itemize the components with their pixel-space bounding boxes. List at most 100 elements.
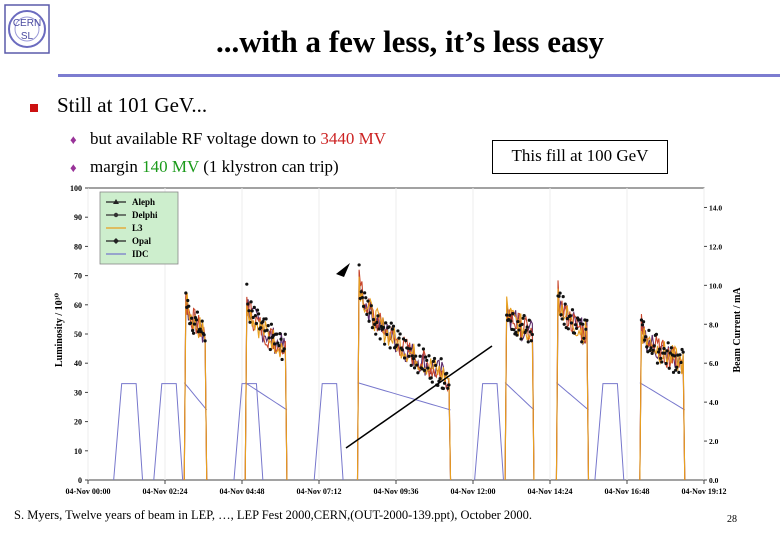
luminosity-marker — [522, 314, 526, 318]
luminosity-marker — [565, 317, 569, 321]
luminosity-marker — [401, 337, 406, 341]
y2-tick-label: 4.0 — [709, 398, 719, 407]
luminosity-line — [639, 327, 686, 481]
luminosity-marker — [641, 320, 646, 324]
luminosity-marker — [364, 296, 368, 300]
luminosity-marker — [425, 358, 429, 362]
legend-label: Opal — [132, 236, 152, 246]
luminosity-marker — [647, 328, 651, 333]
luminosity-marker — [660, 360, 664, 364]
x-tick-label: 04-Nov 19:12 — [681, 487, 726, 496]
luminosity-marker — [387, 325, 391, 329]
luminosity-marker — [424, 355, 428, 359]
y2-tick-label: 8.0 — [709, 320, 719, 329]
y2-tick-label: 12.0 — [709, 242, 722, 251]
luminosity-marker — [431, 359, 436, 363]
y2-tick-label: 0.0 — [709, 476, 719, 485]
luminosity-marker — [266, 323, 270, 328]
luminosity-marker — [427, 354, 431, 358]
luminosity-marker — [410, 354, 414, 358]
sub-bullet-margin: ♦ margin 140 MV (1 klystron can trip) — [70, 157, 339, 177]
luminosity-marker — [409, 363, 413, 367]
luminosity-marker — [261, 319, 265, 324]
luminosity-marker — [563, 302, 567, 306]
luminosity-marker — [525, 325, 529, 329]
sub-bullet-text-tail: (1 klystron can trip) — [198, 157, 339, 176]
luminosity-marker — [368, 311, 372, 315]
luminosity-marker — [253, 314, 257, 318]
sub-bullet-text: but available RF voltage down to — [90, 129, 321, 148]
idc-line — [113, 383, 625, 481]
luminosity-marker — [662, 346, 666, 351]
x-tick-label: 04-Nov 02:24 — [142, 487, 187, 496]
luminosity-marker — [656, 350, 661, 354]
luminosity-marker — [572, 331, 577, 335]
luminosity-marker — [377, 327, 381, 331]
luminosity-marker — [408, 347, 412, 351]
luminosity-marker — [273, 342, 277, 346]
luminosity-marker — [422, 368, 427, 373]
y-tick-label: 20 — [74, 418, 82, 427]
sub-bullet-highlight: 3440 MV — [320, 129, 387, 148]
luminosity-marker — [521, 316, 525, 320]
luminosity-marker — [383, 342, 387, 346]
luminosity-marker — [558, 291, 562, 295]
luminosity-marker — [198, 327, 202, 331]
legend-label: Delphi — [132, 210, 158, 220]
luminosity-marker — [530, 332, 534, 337]
luminosity-marker — [361, 304, 366, 308]
luminosity-marker — [512, 328, 516, 332]
luminosity-marker — [441, 386, 445, 391]
luminosity-marker — [509, 319, 513, 323]
legend-label: Aleph — [132, 197, 155, 207]
luminosity-marker — [528, 330, 532, 334]
luminosity-marker — [190, 316, 194, 320]
luminosity-marker — [585, 318, 589, 322]
luminosity-marker — [445, 371, 449, 375]
luminosity-marker — [283, 332, 287, 336]
luminosity-marker — [680, 347, 684, 352]
luminosity-marker — [650, 351, 654, 355]
cern-sl-logo: CERN SL — [4, 4, 50, 54]
luminosity-marker — [649, 346, 653, 350]
footer-citation: S. Myers, Twelve years of beam in LEP, …… — [14, 508, 533, 522]
luminosity-marker — [250, 309, 254, 313]
page-number: 28 — [727, 514, 737, 525]
luminosity-marker — [517, 328, 521, 332]
y-axis-label: Luminosity / 10³⁰ — [54, 292, 65, 367]
luminosity-marker — [573, 323, 578, 327]
luminosity-marker — [247, 309, 251, 313]
luminosity-marker — [426, 366, 430, 370]
callout-arrow — [345, 345, 493, 449]
luminosity-marker — [559, 313, 563, 317]
idc-series — [113, 383, 625, 481]
beam-current-line — [639, 382, 686, 411]
luminosity-marker — [373, 322, 377, 327]
luminosity-marker — [651, 348, 655, 352]
luminosity-marker — [256, 312, 261, 316]
luminosity-marker — [398, 332, 402, 336]
luminosity-marker — [276, 341, 280, 345]
luminosity-line — [504, 309, 535, 481]
x-tick-label: 04-Nov 04:48 — [219, 487, 264, 496]
luminosity-marker — [678, 353, 682, 357]
luminosity-marker — [278, 332, 282, 336]
y-tick-label: 40 — [74, 359, 82, 368]
luminosity-marker — [363, 291, 367, 295]
luminosity-marker — [447, 383, 451, 387]
chart-legend: Aleph Delphi L3 Opal IDC — [99, 191, 179, 265]
luminosity-marker — [582, 336, 586, 340]
y-tick-label: 60 — [74, 301, 82, 310]
x-tick-label: 04-Nov 07:12 — [296, 487, 341, 496]
luminosity-marker — [580, 340, 584, 344]
y-tick-label: 90 — [74, 213, 82, 222]
luminosity-marker — [417, 343, 421, 347]
luminosity-marker — [194, 318, 199, 322]
luminosity-marker — [186, 298, 190, 303]
luminosity-marker — [267, 336, 271, 340]
luminosity-marker — [184, 291, 188, 295]
chart-grid — [87, 188, 705, 480]
luminosity-marker — [411, 356, 416, 361]
luminosity-marker — [259, 326, 263, 330]
legend-label: L3 — [132, 223, 143, 233]
